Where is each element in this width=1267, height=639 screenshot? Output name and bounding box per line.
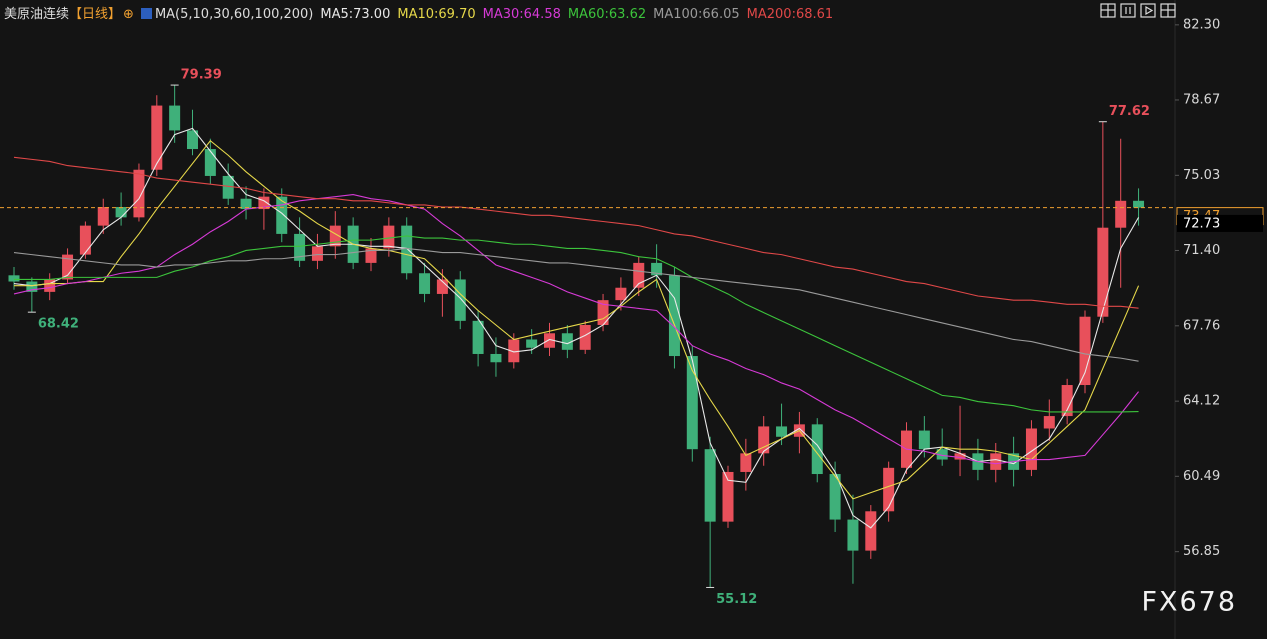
candle-body [1133,200,1145,208]
candle-body [1079,316,1091,386]
legend: MA5:73.00 MA10:69.70 MA30:64.58 MA60:63.62 M… [320,7,840,22]
candle-body [668,275,680,357]
add-icon[interactable]: ⊕ [123,7,134,22]
candle-body [686,356,698,450]
y-tick-label: 64.12 [1183,394,1220,409]
legend-item: MA60:63.62 [567,7,647,22]
candle-body [829,474,841,520]
candle-body [44,279,56,292]
candle-body [329,225,341,247]
candle-body [151,105,163,170]
candle-body [133,169,145,218]
candle-body [1043,416,1055,429]
candle-body [222,175,234,199]
title: 美原油连续 [4,7,70,22]
candle-body [97,207,109,226]
candle-body [544,333,555,348]
y-tick-label: 82.30 [1183,17,1220,32]
legend-item: MA10:69.70 [397,7,476,22]
candle-body [776,426,788,437]
candle-body [472,320,484,354]
candle-body [383,225,395,249]
extreme-label: 55.12 [716,592,757,607]
ma-line [13,194,1139,465]
candle-body [187,130,198,150]
candle-body [758,426,770,454]
indicator: MA(5,10,30,60,100,200) [154,7,314,22]
candle-body [990,453,1002,470]
candle-body [240,198,252,210]
candle-body [633,262,645,288]
legend-item: MA5:73.00 [320,7,391,22]
legend-item: MA100:66.05 [653,7,740,22]
y-tick-label: 78.67 [1183,92,1220,107]
period: 【日线】 [69,7,122,22]
candle-body [401,225,413,274]
toolbar-icons[interactable] [1100,3,1176,18]
candle-body [8,275,20,282]
price-label: 72.73 [1183,216,1220,231]
extreme-label: 77.62 [1109,104,1150,119]
candle-body [294,233,306,261]
extreme-label: 68.42 [38,317,79,332]
candle-body [365,248,377,263]
candle-body [490,353,502,363]
ma-line [13,127,1140,529]
candle-body [1025,428,1037,470]
y-tick-label: 71.40 [1183,243,1220,258]
candle-body [722,471,734,522]
candle-body [169,105,181,131]
candle-body [811,424,823,475]
candle-body [204,149,216,176]
candle-body [579,324,591,350]
y-tick-label: 67.76 [1183,318,1220,333]
candle-body [704,449,716,522]
candle-body [847,519,859,551]
ma-line [14,235,1139,413]
candle-body [454,279,466,321]
y-tick-label: 60.49 [1183,469,1220,484]
price-box [1177,214,1263,232]
candle-body [1115,200,1127,228]
ma-line [13,247,1139,362]
candle-body [865,511,877,551]
candle-body [79,225,91,255]
candle-body [436,279,448,294]
candle-body [1097,227,1109,317]
candle-body [419,273,431,294]
candle-body [936,449,948,460]
candle-body [115,207,127,218]
candle-body [597,300,609,325]
candle-body [508,339,520,363]
legend-item: MA30:64.58 [482,7,561,22]
candle-body [62,254,74,280]
extreme-label: 79.39 [181,68,222,83]
candle-body [615,287,627,301]
candle-body [883,467,895,512]
candle-body [561,333,573,350]
candle-body [26,281,38,292]
candle-body [918,430,930,450]
candle-body [276,196,288,234]
candle-body [1061,385,1073,417]
candle-body [740,453,752,472]
header: 美原油连续【日线】 ⊕ MA(5,10,30,60,100,200) MA5:73.0… [4,3,847,22]
candle-body [954,453,966,460]
indicator-icon[interactable] [140,8,152,19]
candle-body [526,339,538,348]
ma-line [14,139,1140,500]
legend-item: MA200:68.61 [746,7,834,22]
y-tick-label: 56.85 [1183,544,1220,559]
y-tick-label: 75.03 [1183,168,1220,183]
candle-body [258,196,270,210]
candle-body [311,246,323,261]
watermark: FX678 [1141,587,1237,618]
ma-line [13,156,1139,309]
candle-body [651,262,663,276]
